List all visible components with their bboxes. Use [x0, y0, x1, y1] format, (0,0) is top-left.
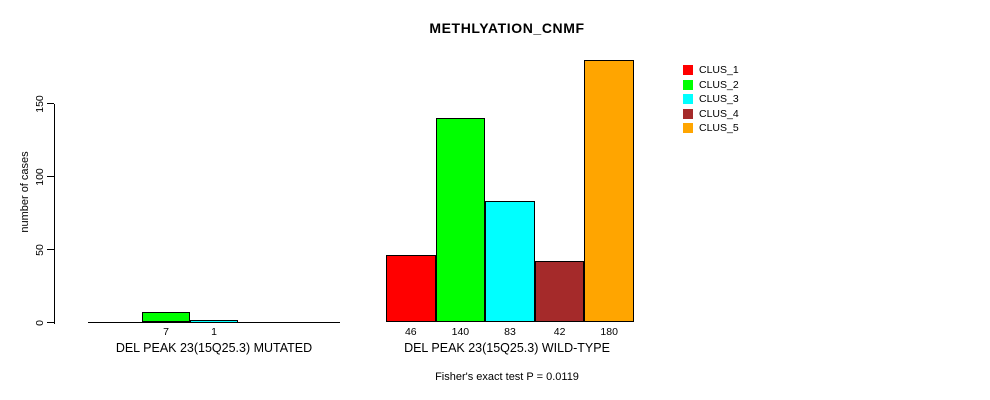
bar-value-label: 42	[553, 326, 566, 338]
legend-item-clus_1: CLUS_1	[683, 63, 739, 78]
y-tick-mark	[47, 176, 54, 177]
bar-value-label: 7	[163, 326, 169, 338]
legend-item-clus_3: CLUS_3	[683, 92, 739, 107]
fisher-test-annotation: Fisher's exact test P = 0.0119	[435, 371, 579, 383]
legend-item-clus_2: CLUS_2	[683, 78, 739, 93]
y-axis-label: number of cases	[19, 151, 31, 233]
legend-swatch-icon	[683, 108, 693, 119]
legend-label: CLUS_3	[699, 93, 739, 106]
y-tick-mark	[47, 322, 54, 323]
bar-value-label: 1	[211, 326, 217, 338]
legend-item-clus_4: CLUS_4	[683, 107, 739, 122]
legend-label: CLUS_2	[699, 78, 739, 91]
bar-clus_1	[386, 255, 436, 323]
legend-swatch-icon	[683, 79, 693, 90]
group-label-mutated: DEL PEAK 23(15Q25.3) MUTATED	[115, 341, 313, 355]
bar-clus_3	[190, 319, 238, 323]
group-label-wildtype: DEL PEAK 23(15Q25.3) WILD-TYPE	[404, 341, 610, 355]
bar-value-label: 180	[600, 326, 618, 338]
legend-swatch-icon	[683, 123, 693, 134]
bar-clus_2	[142, 312, 190, 323]
y-axis-line	[54, 103, 55, 324]
bar-value-label: 46	[404, 326, 417, 338]
bar-clus_4	[534, 261, 585, 323]
legend: CLUS_1 CLUS_2 CLUS_3 CLUS_4 CLUS_5	[683, 63, 739, 136]
legend-label: CLUS_1	[699, 64, 739, 77]
y-tick-mark	[47, 103, 54, 104]
legend-item-clus_5: CLUS_5	[683, 121, 739, 136]
bar-clus_3	[485, 201, 535, 323]
bar-value-label: 83	[504, 326, 516, 338]
y-tick-label: 100	[34, 167, 46, 186]
legend-swatch-icon	[683, 65, 693, 76]
bar-value-label: 140	[451, 326, 470, 338]
bar-clus_5	[584, 59, 634, 323]
legend-label: CLUS_5	[699, 122, 739, 135]
bar-clus_2	[435, 118, 486, 323]
x-axis-line-mutated	[88, 322, 340, 323]
chart-title: METHLYATION_CNMF	[429, 20, 585, 36]
y-tick-label: 0	[34, 319, 46, 326]
legend-label: CLUS_4	[699, 107, 739, 120]
y-tick-label: 50	[34, 243, 46, 256]
y-tick-label: 150	[34, 94, 46, 113]
y-tick-mark	[47, 249, 54, 250]
legend-swatch-icon	[683, 94, 693, 105]
